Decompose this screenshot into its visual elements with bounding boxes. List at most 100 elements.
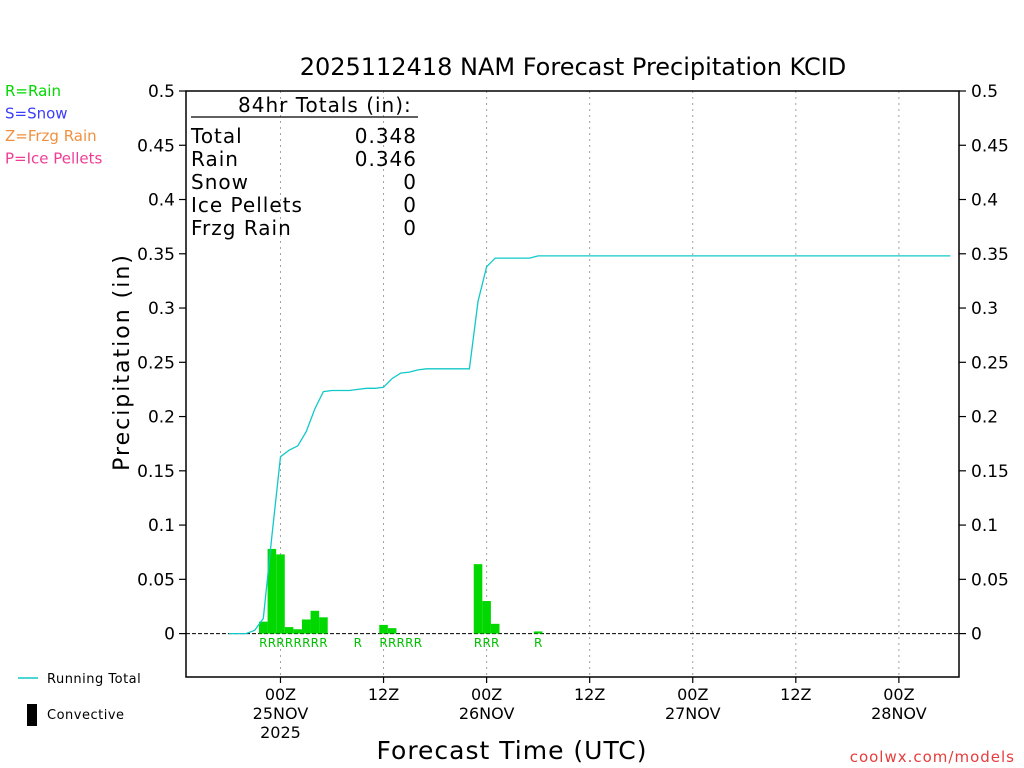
y-tick-label-right: 0.3 [971, 299, 998, 319]
convective-bar [276, 554, 285, 634]
precip-type-label: R [276, 636, 284, 650]
y-tick-label-right: 0.15 [971, 462, 1009, 482]
y-tick-label-right: 0.05 [971, 570, 1009, 590]
precip-type-legend: R=Rain S=Snow Z=Frzg Rain P=Ice Pellets [5, 82, 102, 168]
precip-type-label: R [534, 636, 542, 650]
x-tick-label: 2025 [260, 723, 301, 742]
y-tick-label-left: 0.45 [137, 136, 175, 156]
precip-type-label: R [319, 636, 327, 650]
totals-row-label: Total [190, 124, 243, 148]
convective-bar [482, 601, 491, 634]
x-tick-label: 12Z [574, 685, 605, 704]
y-tick-label-left: 0 [164, 625, 175, 645]
y-tick-label-left: 0.15 [137, 462, 175, 482]
x-tick-label: 12Z [780, 685, 811, 704]
convective-bar [293, 629, 302, 634]
totals-row-label: Ice Pellets [191, 193, 303, 217]
totals-row-label: Rain [191, 147, 239, 171]
chart-title: 2025112418 NAM Forecast Precipitation KC… [300, 53, 847, 81]
x-tick-label: 00Z [883, 685, 914, 704]
totals-row-value: 0 [403, 193, 417, 217]
y-tick-label-right: 0.2 [971, 408, 998, 428]
totals-row-label: Frzg Rain [191, 216, 292, 240]
precip-type-label: R [259, 636, 267, 650]
credit-link[interactable]: coolwx.com/models [850, 748, 1015, 766]
x-tick-label: 27NOV [665, 704, 721, 723]
y-tick-label-right: 0.25 [971, 353, 1009, 373]
y-tick-label-left: 0.25 [137, 353, 175, 373]
series-legend: Running Total Convective [18, 672, 141, 726]
convective-bar [490, 623, 500, 634]
y-axis-label: Precipitation (in) [110, 253, 135, 471]
series-legend-label: Running Total [47, 672, 141, 687]
y-tick-label-left: 0.3 [148, 299, 175, 319]
y-tick-label-right: 0 [971, 625, 982, 645]
y-tick-label-right: 0.45 [971, 136, 1009, 156]
totals-row-value: 0 [403, 216, 417, 240]
y-tick-label-right: 0.35 [971, 245, 1009, 265]
x-tick-label: 25NOV [253, 704, 309, 723]
precip-type-label: R [482, 636, 490, 650]
precip-type-legend-entry: R=Rain [5, 82, 61, 100]
convective-bar [301, 619, 311, 634]
y-tick-label-left: 0.5 [148, 82, 175, 102]
convective-bar [259, 621, 268, 634]
precip-type-label: R [397, 636, 405, 650]
running-total-line [228, 255, 951, 635]
precip-type-label: R [293, 636, 301, 650]
convective-legend-swatch [27, 704, 37, 726]
precip-type-label: R [311, 636, 319, 650]
precip-type-label: R [474, 636, 482, 650]
precip-type-label: R [354, 636, 362, 650]
precip-type-label: R [491, 636, 499, 650]
plot-frame [185, 90, 960, 678]
y-tick-label-left: 0.35 [137, 245, 175, 265]
series-legend-label: Convective [47, 708, 125, 723]
x-tick-label: 00Z [471, 685, 502, 704]
gridlines [279, 91, 900, 677]
x-tick-label: 26NOV [459, 704, 515, 723]
totals-row-value: 0 [403, 170, 417, 194]
precip-type-label: R [388, 636, 396, 650]
y-tick-label-right: 0.1 [971, 516, 998, 536]
convective-bars [259, 548, 543, 634]
x-tick-label: 00Z [677, 685, 708, 704]
totals-row-label: Snow [191, 170, 249, 194]
y-axis-right: 0 0.05 0.1 0.15 0.2 0.25 0.3 0.35 0.4 0.45 0.5 [959, 82, 1009, 645]
y-tick-label-left: 0.1 [148, 516, 175, 536]
precip-type-label: R [302, 636, 310, 650]
y-axis-left: 0 0.05 0.1 0.15 0.2 0.25 0.3 0.35 0.4 0.45 0.5 [137, 82, 186, 645]
convective-bar [379, 624, 388, 634]
totals-row-value: 0.346 [355, 147, 417, 171]
convective-bar [284, 627, 294, 634]
convective-bar [387, 628, 397, 634]
x-tick-label: 12Z [368, 685, 399, 704]
y-tick-label-left: 0.05 [137, 570, 175, 590]
y-tick-label-left: 0.4 [148, 191, 175, 211]
y-tick-label-left: 0.2 [148, 408, 175, 428]
y-tick-label-right: 0.5 [971, 82, 998, 102]
precip-type-label: R [268, 636, 276, 650]
precip-type-label: R [379, 636, 387, 650]
x-tick-label: 00Z [265, 685, 296, 704]
y-tick-label-right: 0.4 [971, 191, 998, 211]
precip-type-label: R [285, 636, 293, 650]
totals-heading: 84hr Totals (in): [238, 93, 412, 117]
convective-bar [533, 631, 543, 634]
precip-type-legend-entry: P=Ice Pellets [5, 150, 102, 168]
precip-type-legend-entry: S=Snow [5, 105, 68, 123]
precip-type-label: R [405, 636, 413, 650]
x-tick-label: 28NOV [871, 704, 927, 723]
totals-box: 84hr Totals (in): Total 0.348 Rain 0.346 Sno… [190, 93, 418, 240]
convective-bar [310, 610, 320, 634]
precip-type-legend-entry: Z=Frzg Rain [5, 127, 97, 145]
convective-bar [267, 548, 277, 634]
convective-bar [473, 564, 483, 634]
totals-rows: Total 0.348 Rain 0.346 Snow 0 Ice Pellets 0 Frzg… [190, 124, 417, 240]
x-axis-label: Forecast Time (UTC) [377, 736, 648, 765]
precip-type-label: R [414, 636, 422, 650]
totals-row-value: 0.348 [355, 124, 417, 148]
